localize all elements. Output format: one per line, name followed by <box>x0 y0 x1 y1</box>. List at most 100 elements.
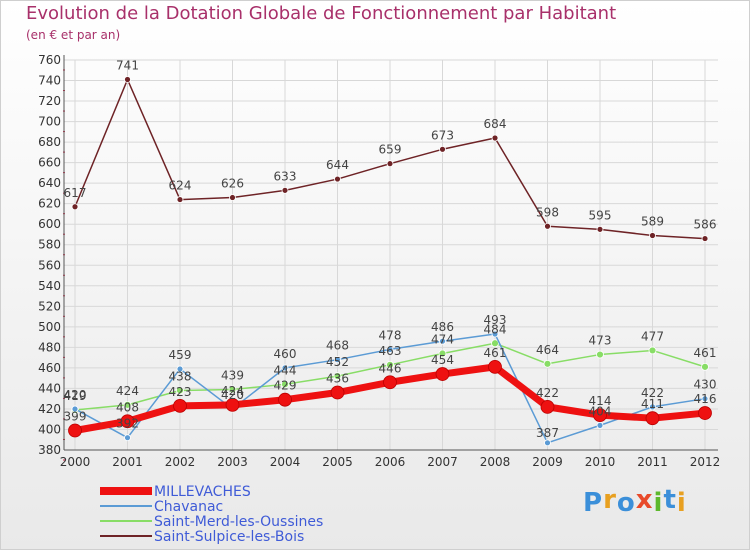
point-millevaches-2005 <box>330 385 345 400</box>
point-millevaches-2001 <box>120 414 135 429</box>
point-chavanac-2006 <box>386 346 394 353</box>
data-label-chavanac-2002: 459 <box>169 348 192 362</box>
legend-label: Chavanac <box>154 499 224 515</box>
x-tick-label-2001: 2001 <box>112 455 143 469</box>
data-label-millevaches-2002: 423 <box>169 385 192 399</box>
data-label-saint-sulpice-les-bois-2000: 617 <box>64 186 87 200</box>
y-tick-label-520: 520 <box>38 299 61 313</box>
point-saint-merd-les-oussines-2008 <box>491 339 499 348</box>
y-tick-label-540: 540 <box>38 279 61 293</box>
data-label-millevaches-2011: 411 <box>641 397 664 411</box>
legend-label: Saint-Sulpice-les-Bois <box>154 529 305 545</box>
data-label-chavanac-2010: 404 <box>589 404 612 418</box>
point-saint-sulpice-les-bois-2002 <box>176 196 184 203</box>
data-label-saint-sulpice-les-bois-2003: 626 <box>221 177 244 191</box>
point-millevaches-2008 <box>488 359 502 374</box>
point-saint-sulpice-les-bois-2006 <box>386 160 394 168</box>
point-chavanac-2009 <box>544 439 551 447</box>
point-saint-sulpice-les-bois-2011 <box>649 232 656 239</box>
data-label-saint-merd-les-oussines-2010: 473 <box>589 334 612 348</box>
point-chavanac-2001 <box>124 434 131 442</box>
data-label-saint-merd-les-oussines-2000: 419 <box>64 389 87 403</box>
x-tick-label-2012: 2012 <box>690 455 721 469</box>
point-millevaches-2006 <box>383 375 397 390</box>
logo-letter: i <box>676 488 687 518</box>
data-label-saint-merd-les-oussines-2005: 452 <box>326 355 349 369</box>
point-saint-merd-les-oussines-2006 <box>386 360 394 369</box>
data-label-saint-merd-les-oussines-2003: 439 <box>221 368 244 382</box>
point-saint-sulpice-les-bois-2005 <box>334 175 341 183</box>
x-tick-label-2003: 2003 <box>217 455 248 469</box>
data-label-millevaches-2007: 454 <box>431 353 454 367</box>
y-tick-label-460: 460 <box>38 361 61 375</box>
logo-letter: r <box>603 485 617 515</box>
point-saint-merd-les-oussines-2010 <box>596 350 604 359</box>
data-label-chavanac-2001: 392 <box>116 417 139 431</box>
x-tick-label-2002: 2002 <box>165 455 196 469</box>
data-label-millevaches-2003: 424 <box>221 384 244 398</box>
data-label-millevaches-2006: 446 <box>379 361 402 375</box>
point-saint-sulpice-les-bois-2012 <box>701 235 709 242</box>
logo-letter: o <box>616 488 636 518</box>
data-label-millevaches-2012: 416 <box>694 392 717 406</box>
data-label-saint-sulpice-les-bois-2001: 741 <box>116 59 139 73</box>
legend-label: Saint-Merd-les-Oussines <box>154 514 324 530</box>
data-label-millevaches-2005: 436 <box>326 372 349 386</box>
point-saint-merd-les-oussines-2005 <box>333 372 342 381</box>
x-tick-label-2009: 2009 <box>532 455 563 469</box>
legend-swatch <box>100 505 152 507</box>
y-tick-label-500: 500 <box>38 320 61 334</box>
legend-swatch <box>100 520 152 522</box>
point-millevaches-2012 <box>698 406 712 420</box>
point-saint-merd-les-oussines-2001 <box>123 400 132 409</box>
data-label-saint-merd-les-oussines-2006: 463 <box>379 344 402 358</box>
chart-title: Evolution de la Dotation Globale de Fonc… <box>26 3 617 24</box>
point-millevaches-2004 <box>278 392 292 407</box>
data-label-chavanac-2012: 430 <box>694 378 717 392</box>
data-label-saint-merd-les-oussines-2004: 444 <box>274 363 297 377</box>
data-label-saint-merd-les-oussines-2008: 484 <box>484 322 507 336</box>
legend-label: MILLEVACHES <box>154 484 251 500</box>
data-label-chavanac-2006: 478 <box>379 328 402 342</box>
point-saint-sulpice-les-bois-2007 <box>439 145 446 153</box>
point-saint-sulpice-les-bois-2003 <box>229 194 236 201</box>
y-tick-label-580: 580 <box>38 238 61 252</box>
data-label-saint-sulpice-les-bois-2004: 633 <box>274 169 297 183</box>
data-label-millevaches-2000: 399 <box>64 410 87 424</box>
point-saint-sulpice-les-bois-2009 <box>544 222 551 230</box>
x-tick-label-2006: 2006 <box>375 455 406 469</box>
logo-letter: x <box>635 485 654 515</box>
x-tick-label-2011: 2011 <box>637 455 668 469</box>
data-label-saint-merd-les-oussines-2002: 438 <box>169 369 192 383</box>
y-tick-label-720: 720 <box>38 94 61 108</box>
point-millevaches-2007 <box>435 367 450 381</box>
x-tick-label-2000: 2000 <box>60 455 91 469</box>
point-saint-sulpice-les-bois-2001 <box>124 76 131 83</box>
point-millevaches-2002 <box>173 398 187 413</box>
y-tick-label-420: 420 <box>38 402 61 416</box>
data-label-saint-sulpice-les-bois-2012: 586 <box>694 218 717 232</box>
chart-subtitle: (en € et par an) <box>26 28 121 42</box>
data-label-chavanac-2007: 486 <box>431 320 454 334</box>
data-label-chavanac-2003: 420 <box>221 388 244 402</box>
y-tick-label-480: 480 <box>38 340 61 354</box>
data-label-saint-sulpice-les-bois-2010: 595 <box>589 208 612 222</box>
point-chavanac-2007 <box>439 337 446 345</box>
data-label-saint-sulpice-les-bois-2007: 673 <box>431 128 454 142</box>
y-tick-label-640: 640 <box>38 176 61 190</box>
data-label-chavanac-2005: 468 <box>326 339 349 353</box>
point-millevaches-2011 <box>645 411 660 426</box>
point-chavanac-2004 <box>281 364 289 372</box>
point-saint-sulpice-les-bois-2010 <box>596 225 604 233</box>
data-label-saint-merd-les-oussines-2009: 464 <box>536 343 559 357</box>
proxiti-logo: Proxiti <box>583 485 687 518</box>
legend-swatch <box>100 535 152 537</box>
y-tick-label-380: 380 <box>38 443 61 457</box>
data-label-saint-sulpice-les-bois-2002: 624 <box>169 179 192 193</box>
point-saint-merd-les-oussines-2012 <box>701 362 709 371</box>
point-millevaches-2003 <box>225 397 240 412</box>
logo-letter: i <box>653 488 664 518</box>
y-tick-label-740: 740 <box>38 74 61 88</box>
data-label-saint-sulpice-les-bois-2008: 684 <box>484 117 507 131</box>
